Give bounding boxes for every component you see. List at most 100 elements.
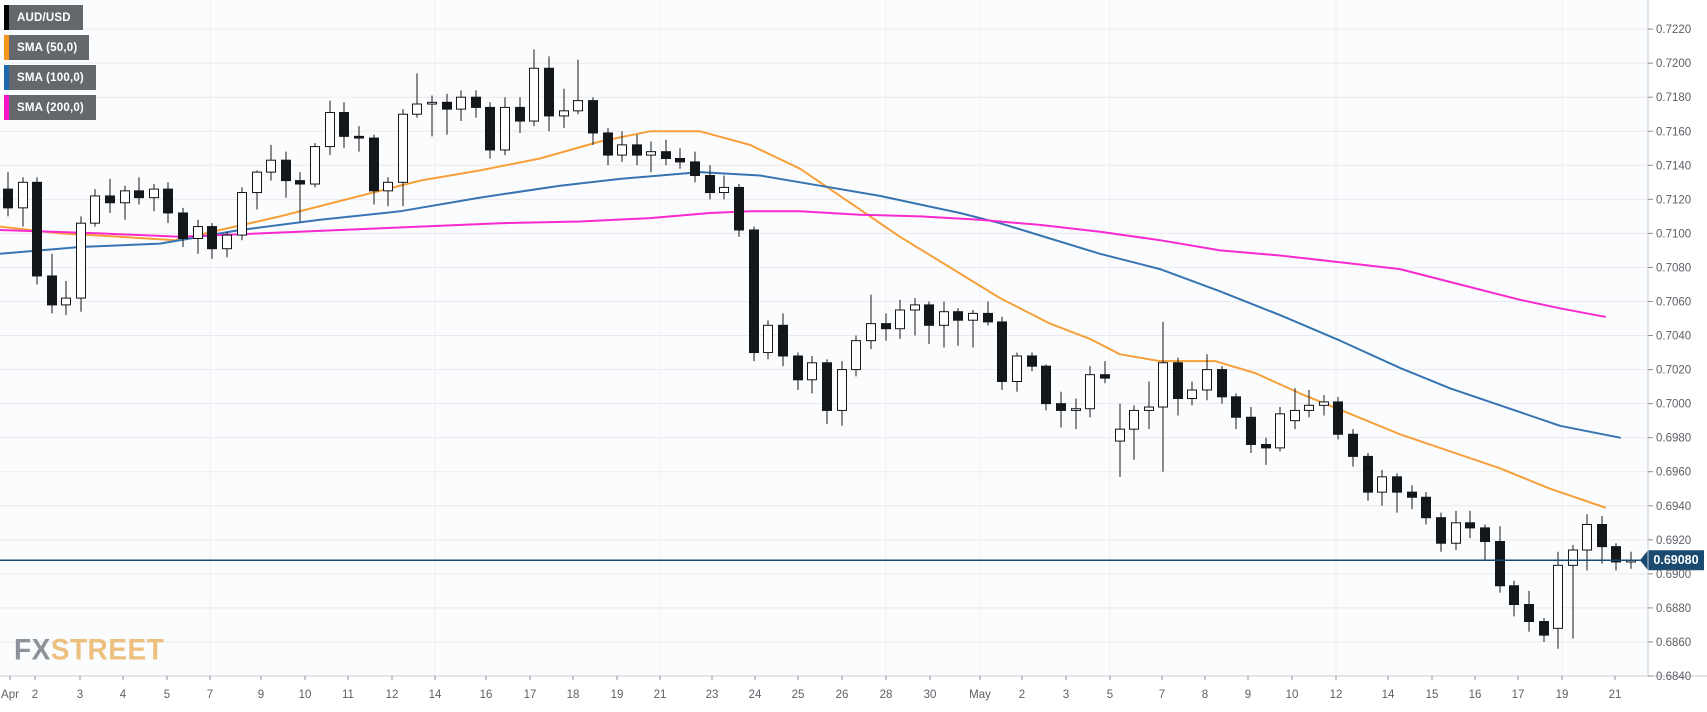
sma-200-line[interactable] [0, 210, 1606, 318]
candlestick[interactable] [1553, 551, 1563, 649]
candlestick[interactable] [456, 90, 466, 122]
candlestick[interactable] [32, 177, 42, 285]
candlestick[interactable] [47, 253, 57, 314]
candlestick[interactable] [617, 131, 627, 162]
candlestick[interactable] [354, 126, 364, 152]
candlestick[interactable] [1495, 526, 1505, 593]
candlestick[interactable] [573, 59, 583, 115]
candlestick[interactable] [3, 172, 13, 217]
candlestick[interactable] [193, 219, 203, 254]
candlestick[interactable] [471, 90, 481, 118]
candlestick[interactable] [1100, 361, 1110, 384]
candlestick[interactable] [529, 49, 539, 127]
candlestick[interactable] [427, 95, 437, 137]
candlestick[interactable] [588, 97, 598, 145]
candlestick[interactable] [1348, 429, 1358, 467]
candlestick[interactable] [895, 299, 905, 339]
candlestick[interactable] [295, 172, 305, 222]
candlestick[interactable] [749, 226, 759, 362]
candlestick[interactable] [163, 182, 173, 224]
candlestick[interactable] [105, 178, 115, 213]
candlestick[interactable] [1261, 437, 1271, 465]
candlestick[interactable] [734, 184, 744, 237]
candlestick[interactable] [544, 56, 554, 132]
candlestick[interactable] [339, 102, 349, 149]
candlestick[interactable] [134, 177, 144, 205]
candlestick[interactable] [1319, 395, 1329, 416]
candlestick[interactable] [661, 139, 671, 166]
candlestick[interactable] [90, 189, 100, 227]
candlestick[interactable] [149, 184, 159, 212]
candlestick[interactable] [369, 134, 379, 205]
candlestick[interactable] [1158, 321, 1168, 472]
candlestick[interactable] [500, 97, 510, 156]
candlestick[interactable] [705, 165, 715, 200]
candlestick[interactable] [252, 170, 262, 210]
candlestick[interactable] [1275, 407, 1285, 452]
candlestick[interactable] [383, 177, 393, 207]
candlestick[interactable] [398, 109, 408, 207]
candlestick[interactable] [61, 281, 71, 316]
candlestick[interactable] [1012, 352, 1022, 392]
candlestick[interactable] [178, 207, 188, 248]
candlestick[interactable] [719, 175, 729, 200]
legend-audusd[interactable]: AUD/USD [4, 5, 83, 30]
candlestick[interactable] [266, 144, 276, 181]
candlestick[interactable] [1304, 390, 1314, 418]
candlestick[interactable] [1392, 473, 1402, 513]
candlestick[interactable] [1451, 510, 1461, 551]
candlestick[interactable] [1217, 366, 1227, 404]
candlestick[interactable] [120, 185, 130, 220]
candlestick[interactable] [515, 97, 525, 133]
candlestick[interactable] [442, 93, 452, 135]
candlestick[interactable] [222, 231, 232, 258]
candlestick[interactable] [968, 309, 978, 348]
candlestick[interactable] [1582, 514, 1592, 571]
candlestick[interactable] [1071, 398, 1081, 430]
candlestick[interactable] [778, 313, 788, 367]
candlestick[interactable] [1202, 354, 1212, 401]
candlestick[interactable] [881, 313, 891, 341]
candlestick[interactable] [866, 294, 876, 350]
candlestick[interactable] [763, 320, 773, 360]
price-axis[interactable]: 0.7220 0.7200 0.7180 0.7160 0.7140 0.7120 0.71… [1648, 24, 1691, 683]
candlestick[interactable] [924, 301, 934, 345]
candlestick[interactable] [1041, 364, 1051, 411]
candlestick[interactable] [1597, 515, 1607, 564]
candlestick[interactable] [690, 151, 700, 183]
sma-100-line[interactable] [0, 171, 1621, 439]
candlestick[interactable] [1480, 524, 1490, 561]
candlestick[interactable] [603, 127, 613, 166]
candlestick[interactable] [793, 352, 803, 391]
candlestick[interactable] [1187, 381, 1197, 406]
candlestick[interactable] [1465, 510, 1475, 539]
candlestick[interactable] [76, 216, 86, 312]
candlestick[interactable] [851, 335, 861, 377]
candlestick[interactable] [1085, 366, 1095, 418]
candlestick[interactable] [822, 359, 832, 425]
candlestick[interactable] [1611, 543, 1621, 571]
candlestick[interactable] [1363, 452, 1373, 501]
candlestick[interactable] [325, 100, 335, 156]
candlestick[interactable] [1027, 352, 1037, 372]
candlestick[interactable] [485, 102, 495, 159]
candlestick[interactable] [1539, 618, 1549, 642]
time-axis[interactable]: Apr 2 3 4 5 7 9 10 11 12 14 16 17 18 19 21 23 24 25 26 28 30 M… [1, 676, 1621, 701]
candlestick[interactable] [1290, 388, 1300, 430]
candlestick[interactable] [997, 316, 1007, 391]
candlestick[interactable] [1524, 590, 1534, 632]
candlestick[interactable] [1129, 405, 1139, 460]
candlestick[interactable] [1056, 391, 1066, 428]
candlestick[interactable] [281, 151, 291, 198]
candlestick[interactable] [807, 355, 817, 394]
candlestick[interactable] [1377, 470, 1387, 506]
candlestick[interactable] [1333, 396, 1343, 440]
legend-sma-50[interactable]: SMA (50,0) [4, 35, 90, 60]
candlestick[interactable] [1509, 580, 1519, 617]
candlestick[interactable] [237, 187, 247, 241]
candlestick[interactable] [939, 301, 949, 348]
candlestick[interactable] [632, 134, 642, 166]
legend-sma-200[interactable]: SMA (200,0) [4, 95, 96, 120]
candlestick[interactable] [412, 73, 422, 118]
